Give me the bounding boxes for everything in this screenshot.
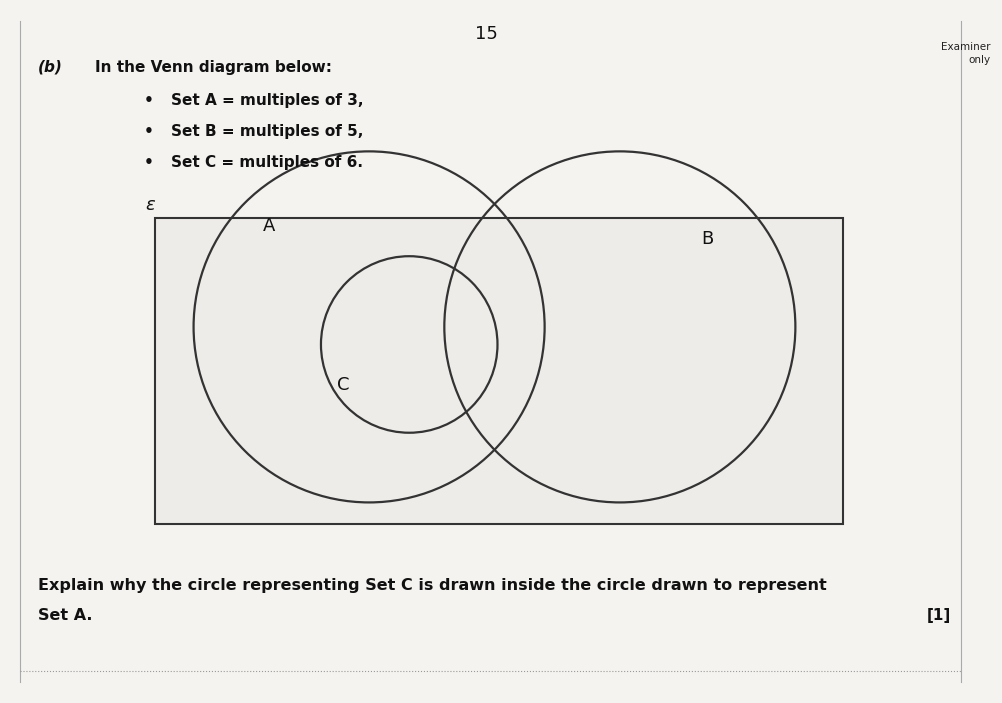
Text: Explain why the circle representing Set C is drawn inside the circle drawn to re: Explain why the circle representing Set …	[38, 578, 826, 593]
Text: •: •	[143, 124, 153, 138]
Text: In the Venn diagram below:: In the Venn diagram below:	[95, 60, 332, 75]
Text: Examiner
only: Examiner only	[941, 42, 990, 65]
Text: Set A = multiples of 3,: Set A = multiples of 3,	[170, 93, 363, 108]
Text: B: B	[700, 230, 712, 248]
Text: 15: 15	[475, 25, 497, 43]
Text: Set C = multiples of 6.: Set C = multiples of 6.	[170, 155, 362, 169]
FancyBboxPatch shape	[155, 218, 842, 524]
Text: (b): (b)	[38, 60, 63, 75]
Text: C: C	[337, 376, 349, 394]
Text: •: •	[143, 93, 153, 108]
Text: A: A	[263, 217, 275, 236]
Text: •: •	[143, 155, 153, 169]
Text: ε: ε	[145, 196, 155, 214]
Text: Set B = multiples of 5,: Set B = multiples of 5,	[170, 124, 363, 138]
Text: [1]: [1]	[926, 608, 950, 623]
Text: Set A.: Set A.	[38, 608, 92, 623]
